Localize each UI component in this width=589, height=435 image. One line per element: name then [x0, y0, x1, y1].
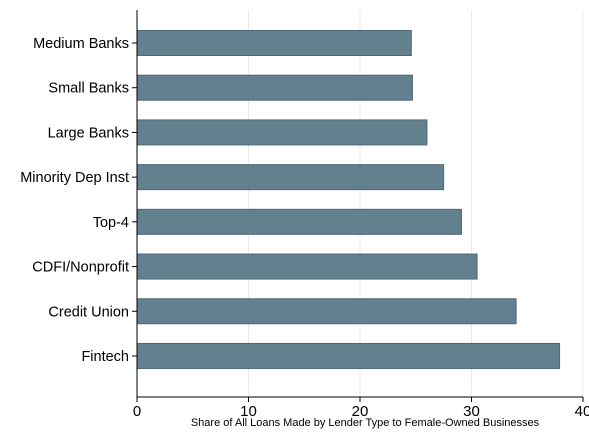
bar [136, 298, 517, 325]
category-label: Small Banks [48, 81, 129, 97]
category-label: Minority Dep Inst [20, 170, 129, 186]
category-label: Fintech [81, 349, 129, 365]
bar [136, 208, 462, 235]
category-labels: Medium Banks Small Banks Large Banks Minori… [20, 36, 129, 365]
x-tick-label: 30 [463, 403, 480, 420]
x-tick-label: 40 [575, 403, 589, 420]
category-label: CDFI/Nonprofit [32, 260, 129, 276]
x-tick-label: 0 [133, 403, 141, 420]
bar [136, 164, 445, 191]
bar [136, 30, 412, 56]
bar [136, 119, 428, 146]
bar [136, 342, 561, 369]
category-label: Large Banks [48, 125, 129, 141]
bar [136, 74, 413, 101]
category-label: Medium Banks [33, 36, 129, 52]
x-tick-label: 10 [240, 403, 257, 420]
bar [136, 253, 478, 280]
x-axis-title: Share of All Loans Made by Lender Type t… [191, 417, 540, 429]
bars [136, 30, 561, 369]
category-label: Credit Union [48, 304, 129, 320]
x-tick-label: 20 [352, 403, 369, 420]
category-label: Top-4 [93, 215, 129, 231]
x-tick-labels: 0 10 20 30 40 [133, 403, 589, 420]
gridlines [248, 10, 584, 397]
axes [132, 10, 584, 402]
